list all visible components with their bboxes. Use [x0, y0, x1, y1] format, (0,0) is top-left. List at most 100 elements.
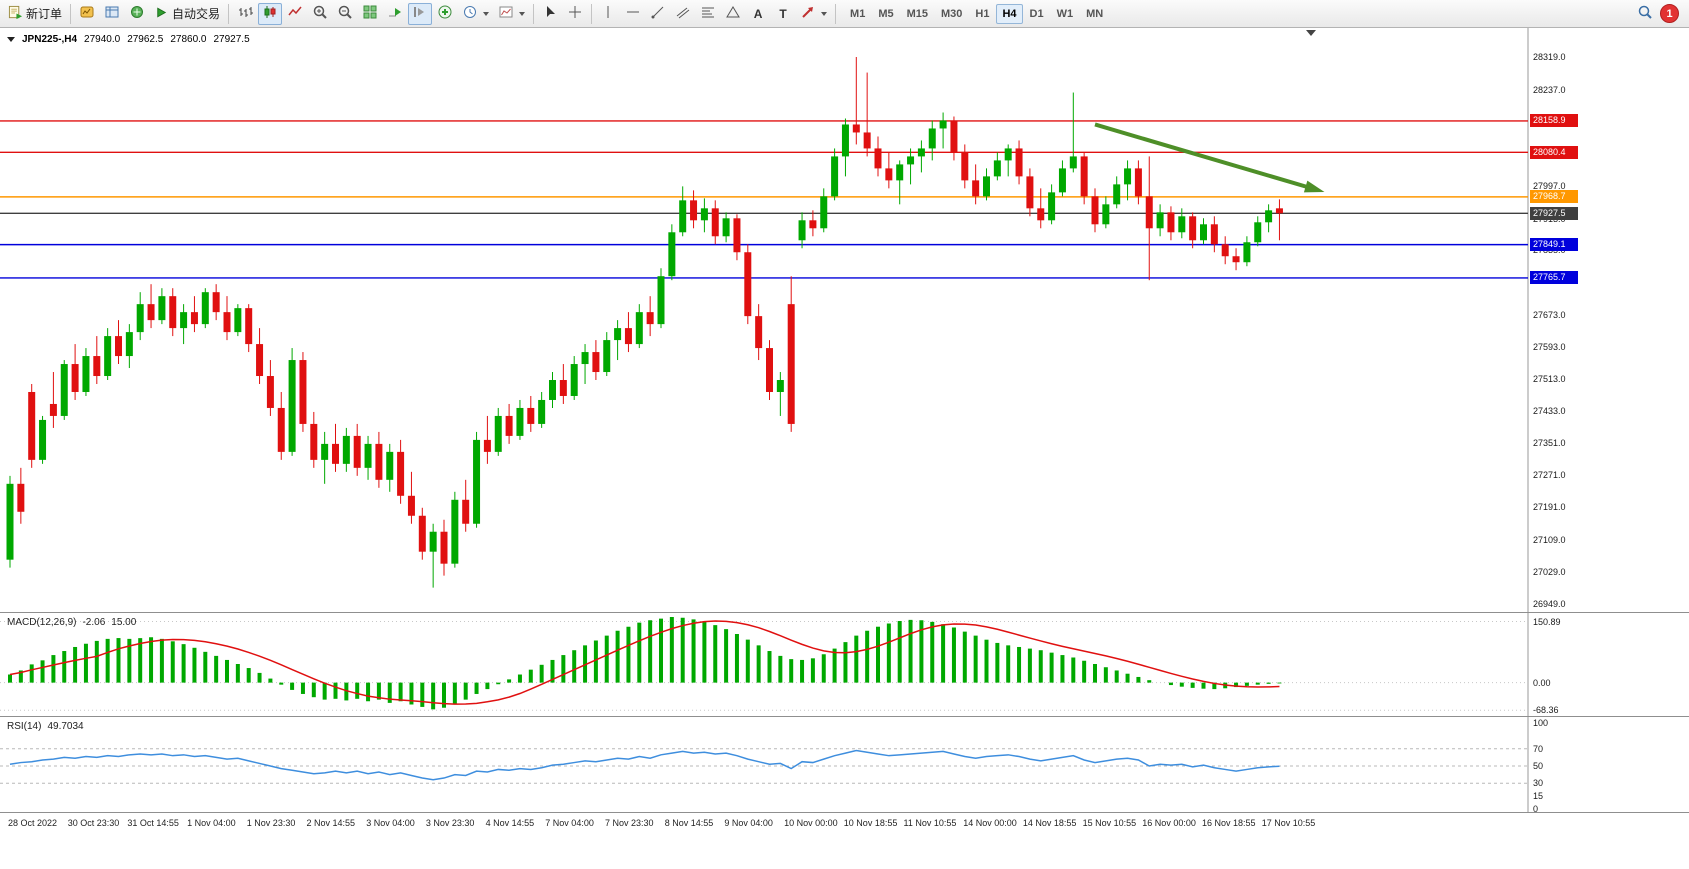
price-tick: 27271.0	[1533, 470, 1566, 481]
vertical-line-icon	[600, 4, 616, 23]
timeframe-m30[interactable]: M30	[935, 4, 968, 24]
shapes-button[interactable]	[721, 3, 745, 25]
price-tick: 27351.0	[1533, 438, 1566, 449]
horizontal-line-button[interactable]	[621, 3, 645, 25]
rsi-label: RSI(14) 49.7034	[7, 721, 84, 732]
symbol-period-label: JPN225-,H4	[22, 34, 78, 45]
autotrading-button[interactable]: 自动交易	[150, 3, 224, 25]
time-axis[interactable]: 28 Oct 2022 30 Oct 23:30 31 Oct 14:55 1 Nov…	[0, 812, 1689, 836]
text-label-button[interactable]: T	[771, 3, 795, 25]
trendline-icon	[650, 4, 666, 23]
macd-tick: -68.36	[1533, 705, 1559, 716]
macd-value-signal: 15.00	[111, 617, 137, 628]
line-chart-button[interactable]	[283, 3, 307, 25]
new-order-icon	[8, 5, 23, 23]
arrows-button[interactable]	[796, 3, 831, 25]
bar-chart-icon	[237, 4, 254, 23]
symbol-dropdown-icon[interactable]	[7, 37, 15, 42]
autoscroll-button[interactable]	[383, 3, 407, 25]
rsi-tick: 15	[1533, 791, 1544, 802]
indicators-button[interactable]	[433, 3, 457, 25]
main-chart-canvas[interactable]	[0, 28, 1689, 612]
time-label: 10 Nov 00:00	[784, 818, 838, 828]
search-icon	[1637, 4, 1653, 23]
timeframe-m15[interactable]: M15	[901, 4, 934, 24]
crosshair-icon	[567, 4, 583, 23]
price-level-badge: 27968.7	[1530, 190, 1578, 204]
price-tick: 27513.0	[1533, 373, 1566, 384]
chart-shift-button[interactable]	[408, 2, 433, 25]
timeframe-m5[interactable]: M5	[872, 4, 899, 24]
rsi-tick: 30	[1533, 778, 1544, 789]
rsi-canvas[interactable]	[0, 717, 1689, 812]
text-button[interactable]: A	[746, 3, 770, 25]
autotrading-label: 自动交易	[172, 7, 221, 21]
rsi-tick: 50	[1533, 761, 1544, 771]
fibonacci-button[interactable]	[696, 3, 720, 25]
trend-arrow-annotation[interactable]	[1094, 122, 1325, 193]
notification-badge[interactable]: 1	[1660, 4, 1679, 23]
main-chart-panel[interactable]: JPN225-,H4 27940.0 27962.5 27860.0 27927…	[0, 28, 1689, 612]
price-tick: 27997.0	[1533, 180, 1566, 191]
rsi-panel[interactable]: RSI(14) 49.7034 100 70 50 30 15 0	[0, 716, 1689, 814]
timeframe-h1[interactable]: H1	[969, 4, 995, 24]
macd-title: MACD(12,26,9)	[7, 617, 77, 628]
macd-axis[interactable]: 150.89 0.00 -68.36	[1529, 613, 1689, 716]
tile-windows-button[interactable]	[358, 3, 382, 25]
clock-icon	[462, 4, 478, 23]
periods-button[interactable]	[458, 3, 493, 25]
zoom-out-icon	[337, 4, 353, 23]
text-tool-icon: A	[753, 6, 763, 21]
vertical-line-button[interactable]	[596, 3, 620, 25]
timeframe-d1[interactable]: D1	[1024, 4, 1050, 24]
time-label: 8 Nov 14:55	[664, 818, 714, 828]
autotrading-icon	[154, 5, 169, 23]
timeframe-m1[interactable]: M1	[844, 4, 871, 24]
macd-tick: 0.00	[1533, 677, 1551, 688]
time-label: 28 Oct 2022	[8, 818, 58, 828]
macd-value-main: -2.06	[82, 617, 106, 628]
timeframe-mn[interactable]: MN	[1080, 4, 1109, 24]
price-axis[interactable]: 28319.028237.027997.027913.027835.027673…	[1529, 28, 1689, 612]
zoom-out-button[interactable]	[333, 3, 357, 25]
rsi-line	[9, 749, 1280, 781]
chart-shift-marker[interactable]	[1306, 30, 1316, 36]
navigator-icon	[129, 4, 145, 23]
price-tick: 28319.0	[1533, 52, 1566, 62]
data-window-button[interactable]	[100, 3, 124, 25]
cursor-icon	[542, 4, 558, 23]
cursor-button[interactable]	[538, 3, 562, 25]
timeframe-w1[interactable]: W1	[1051, 4, 1080, 24]
price-level-badge: 27927.5	[1530, 206, 1578, 220]
zoom-in-button[interactable]	[308, 3, 332, 25]
rsi-tick: 100	[1533, 718, 1549, 728]
new-order-label: 新订单	[26, 7, 63, 21]
macd-histogram	[8, 617, 1282, 710]
time-label: 15 Nov 10:55	[1082, 818, 1137, 828]
level-lines[interactable]	[0, 120, 1528, 279]
crosshair-button[interactable]	[563, 3, 587, 25]
channel-button[interactable]	[671, 3, 695, 25]
navigator-button[interactable]	[125, 3, 149, 25]
rsi-axis[interactable]: 100 70 50 30 15 0	[1529, 717, 1689, 814]
rsi-tick: 0	[1533, 804, 1539, 814]
time-label: 14 Nov 18:55	[1022, 818, 1077, 828]
search-button[interactable]	[1633, 3, 1657, 25]
market-watch-button[interactable]	[75, 3, 99, 25]
line-chart-icon	[287, 4, 303, 23]
templates-button[interactable]	[494, 3, 529, 25]
macd-panel[interactable]: MACD(12,26,9) -2.06 15.00 150.89 0.00 -68.…	[0, 612, 1689, 716]
chevron-down-icon	[483, 11, 490, 16]
price-tick: 27109.0	[1533, 535, 1566, 546]
bar-chart-button[interactable]	[233, 3, 257, 25]
timeframe-h4[interactable]: H4	[996, 3, 1023, 24]
market-watch-icon	[79, 4, 95, 23]
trendline-button[interactable]	[646, 3, 670, 25]
new-order-button[interactable]: 新订单	[4, 3, 66, 25]
time-label: 1 Nov 23:30	[246, 818, 296, 828]
time-label: 17 Nov 10:55	[1261, 818, 1316, 828]
macd-canvas[interactable]	[0, 613, 1689, 716]
candlestick-chart-button[interactable]	[258, 2, 283, 25]
chevron-down-icon	[821, 11, 828, 16]
price-tick: 27191.0	[1533, 502, 1566, 513]
